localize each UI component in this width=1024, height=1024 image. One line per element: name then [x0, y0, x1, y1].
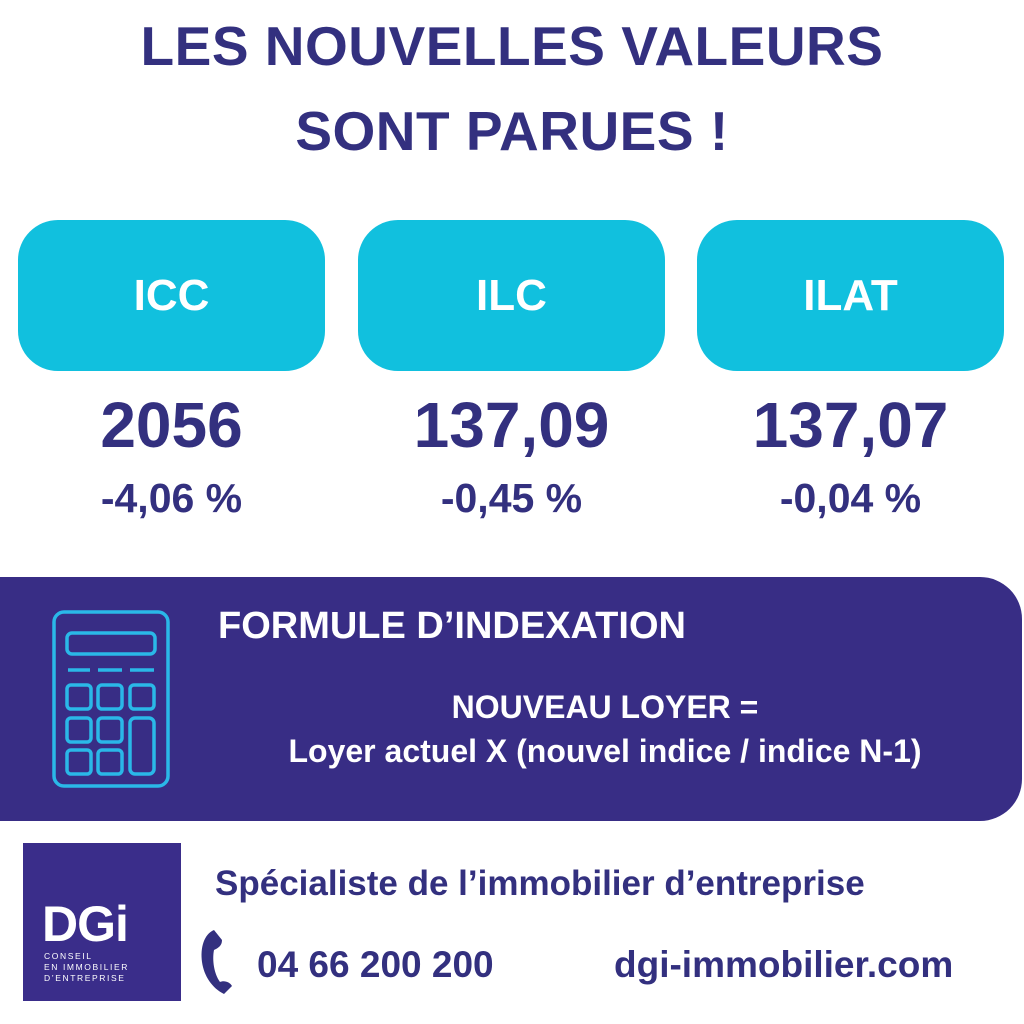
- logo-subtitle: CONSEIL EN IMMOBILIER D’ENTREPRISE: [44, 951, 129, 984]
- headline-line2: SONT PARUES !: [295, 100, 729, 162]
- formula-line1: NOUVEAU LOYER =: [451, 689, 759, 725]
- tagline: Spécialiste de l’immobilier d’entreprise: [215, 864, 865, 903]
- index-label: ICC: [133, 270, 210, 320]
- index-card-ilat: ILAT: [697, 220, 1004, 371]
- logo-line: D’ENTREPRISE: [44, 973, 126, 983]
- index-value: 137,09: [413, 389, 610, 461]
- formula-panel: FORMULE D’INDEXATION NOUVEAU LOYER = Loy…: [0, 577, 1022, 821]
- logo-name: DGi: [42, 896, 129, 952]
- phone-number[interactable]: 04 66 200 200: [257, 944, 494, 985]
- index-value: 137,07: [752, 389, 949, 461]
- index-label: ILAT: [803, 270, 898, 320]
- index-value: 2056: [100, 389, 243, 461]
- website-link[interactable]: dgi-immobilier.com: [614, 944, 954, 985]
- index-card-icc: ICC: [18, 220, 325, 371]
- index-card-ilc: ILC: [358, 220, 665, 371]
- calculator-icon: [52, 610, 170, 788]
- dgi-logo: DGi CONSEIL EN IMMOBILIER D’ENTREPRISE: [23, 843, 181, 1001]
- logo-line: CONSEIL: [44, 951, 93, 961]
- phone-icon: [201, 930, 232, 994]
- index-label: ILC: [476, 270, 547, 320]
- formula-heading: FORMULE D’INDEXATION: [218, 605, 686, 647]
- index-change: -4,06 %: [100, 475, 243, 521]
- formula-line2: Loyer actuel X (nouvel indice / indice N…: [288, 733, 922, 769]
- headline-line1: LES NOUVELLES VALEURS: [140, 15, 884, 77]
- index-change: -0,04 %: [779, 475, 922, 521]
- index-change: -0,45 %: [440, 475, 583, 521]
- logo-line: EN IMMOBILIER: [44, 962, 130, 972]
